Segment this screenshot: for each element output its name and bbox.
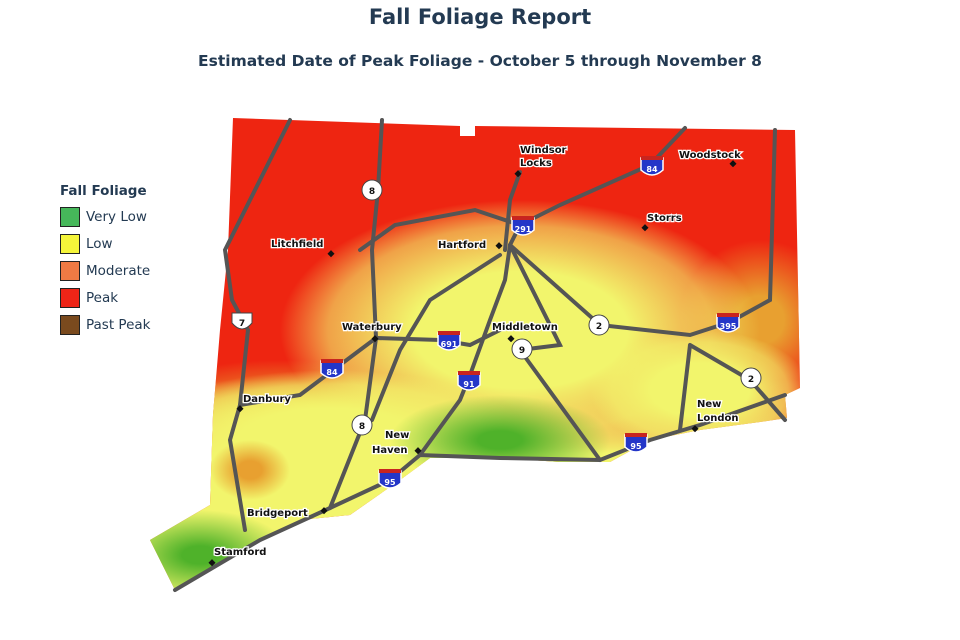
shield-label: 95 (384, 478, 396, 487)
shield-label: 84 (646, 165, 658, 174)
interstate-691-shield: 691 (437, 331, 461, 351)
route-8-marker: 8 (361, 179, 383, 201)
city-bridgeport: Bridgeport (246, 507, 328, 520)
legend-item-past-peak: Past Peak (60, 311, 150, 338)
city-label: Bridgeport (247, 508, 308, 519)
legend-item-moderate: Moderate (60, 257, 150, 284)
route-markers: 8 7 2 9 2 8 (231, 179, 762, 436)
interstate-95-shield: 95 (624, 433, 648, 453)
interstate-291-shield: 291 (511, 216, 535, 236)
shield-label: 91 (463, 380, 475, 389)
city-middletown: Middletown (491, 321, 559, 343)
interstate-95-shield: 95 (378, 469, 402, 489)
route-label: 2 (748, 375, 754, 385)
city-danbury: Danbury (236, 393, 293, 413)
city-label: Locks (520, 158, 552, 169)
city-label: New (385, 430, 409, 441)
city-new-london: New London (691, 398, 740, 433)
shield-label: 691 (441, 340, 458, 349)
city-hartford: Hartford (437, 239, 503, 252)
route-label: 8 (369, 187, 375, 197)
shield-label: 291 (515, 225, 532, 234)
legend-title: Fall Foliage (60, 183, 147, 199)
interstate-84-shield: 84 (320, 359, 344, 379)
shield-label: 84 (326, 368, 338, 377)
legend-label: Moderate (86, 262, 151, 279)
city-label: Stamford (214, 547, 266, 558)
shield-label: 95 (630, 442, 642, 451)
interstate-shields: 84 291 691 84 91 395 95 95 (320, 156, 740, 489)
city-label: Haven (372, 445, 408, 456)
legend-swatch (60, 314, 80, 335)
city-label: Waterbury (342, 322, 402, 333)
page-subtitle: Estimated Date of Peak Foliage - October… (198, 52, 762, 70)
legend-swatch (60, 287, 80, 308)
legend-item-low: Low (60, 230, 150, 257)
city-litchfield: Litchfield (270, 238, 335, 258)
legend-label: Past Peak (86, 316, 151, 333)
city-label: Danbury (243, 394, 291, 405)
route-label: 9 (519, 346, 525, 356)
legend-swatch (60, 233, 80, 254)
legend-label: Very Low (86, 208, 147, 225)
city-label: Storrs (647, 213, 682, 224)
route-label: 7 (239, 319, 245, 329)
route-label: 2 (596, 322, 602, 332)
city-label: Woodstock (679, 150, 741, 161)
page-title: Fall Foliage Report (368, 5, 592, 29)
city-stamford: Stamford (208, 546, 268, 567)
city-woodstock: Woodstock (678, 149, 742, 168)
city-label: Middletown (492, 322, 558, 333)
interstate-91-shield: 91 (457, 371, 481, 391)
city-label: Hartford (438, 240, 486, 251)
legend-swatch (60, 206, 80, 227)
legend-label: Peak (86, 289, 119, 306)
interstate-395-shield: 395 (716, 313, 740, 333)
city-label: New (697, 399, 721, 410)
route-label: 8 (359, 422, 365, 432)
interstate-84-shield: 84 (640, 156, 664, 176)
legend: Fall Foliage Very Low Low Moderate Peak … (60, 183, 150, 338)
legend-item-very-low: Very Low (60, 203, 150, 230)
city-label: London (697, 413, 739, 424)
legend-label: Low (86, 235, 113, 252)
route-2-marker: 2 (740, 367, 762, 389)
legend-item-peak: Peak (60, 284, 150, 311)
shield-label: 395 (720, 322, 737, 331)
city-label: Windsor (520, 145, 567, 156)
city-waterbury: Waterbury (341, 321, 403, 343)
legend-swatch (60, 260, 80, 281)
route-9-marker: 9 (511, 338, 533, 360)
foliage-surface (150, 118, 800, 590)
city-storrs: Storrs (641, 212, 683, 232)
route-8-marker: 8 (351, 414, 373, 436)
city-label: Litchfield (271, 239, 323, 250)
city-new-haven: New Haven (371, 429, 422, 457)
route-2-marker: 2 (588, 314, 610, 336)
cities: Windsor Locks Woodstock Storrs Litchfield… (208, 144, 742, 567)
city-windsor-locks: Windsor Locks (514, 144, 568, 178)
route-7-marker: 7 (231, 312, 253, 330)
